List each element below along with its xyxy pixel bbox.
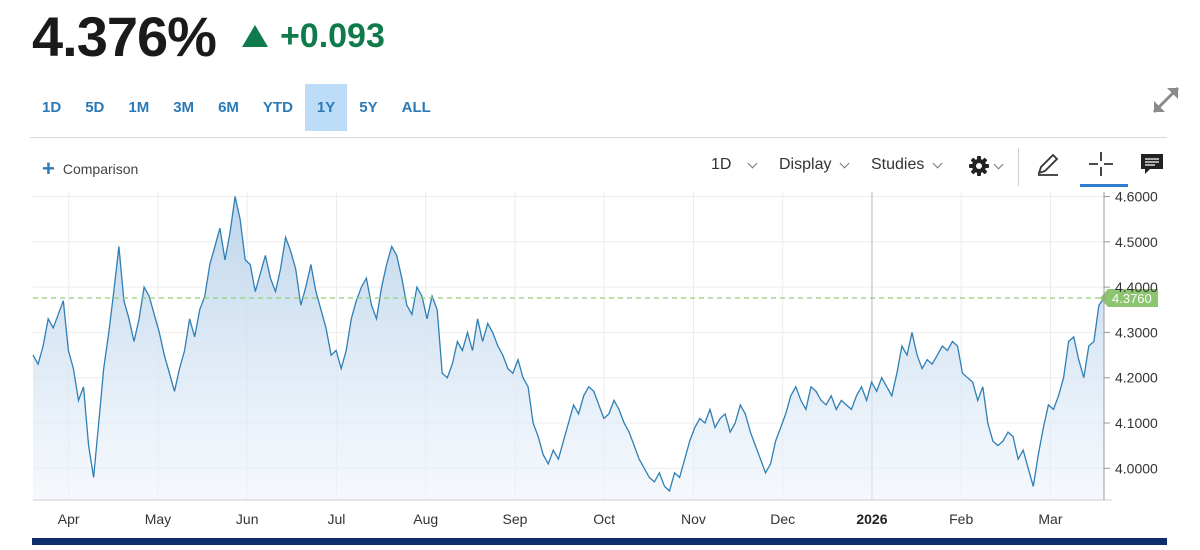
interval-label: 1D [711, 156, 732, 173]
yield-chart[interactable]: 4.3760 4.0000 4.1000 4.2000 4.3000 4.4000 4.5… [0, 190, 1200, 535]
studies-dropdown[interactable]: Studies [871, 156, 943, 174]
gear-icon [969, 156, 989, 176]
pencil-icon[interactable] [1034, 150, 1062, 178]
y-tick-label: 4.2000 [1115, 370, 1158, 386]
chevron-down-icon [993, 159, 1004, 169]
up-arrow-icon [241, 25, 268, 47]
range-tab-1m[interactable]: 1M [128, 99, 150, 116]
interval-dropdown[interactable]: 1D [711, 156, 758, 174]
x-tick-label: May [145, 511, 171, 527]
range-tab-ytd[interactable]: YTD [262, 99, 293, 116]
current-value-label: 4.3760 [1112, 291, 1152, 306]
range-tab-5y[interactable]: 5Y [359, 99, 378, 116]
x-tick-label: Nov [681, 511, 706, 527]
x-tick-label: Apr [58, 511, 80, 527]
studies-label: Studies [871, 156, 925, 173]
x-tick-label: Feb [949, 511, 973, 527]
expand-icon[interactable] [1150, 84, 1182, 116]
toolbar-divider [30, 137, 1167, 138]
x-tick-label: Mar [1038, 511, 1062, 527]
y-tick-label: 4.4000 [1115, 279, 1158, 295]
price-change-value: +0.093 [279, 16, 385, 55]
x-tick-label: Jun [236, 511, 259, 527]
plus-icon: + [42, 156, 55, 181]
range-tab-all[interactable]: ALL [401, 99, 431, 116]
x-tick-label: Aug [413, 511, 438, 527]
current-price: 4.376% [32, 4, 217, 68]
y-tick-label: 4.5000 [1115, 234, 1158, 250]
comparison-button[interactable]: + Comparison [42, 158, 138, 180]
range-tab-5d[interactable]: 5D [85, 99, 105, 116]
series-area [33, 196, 1104, 500]
current-value-badge [1100, 288, 1158, 307]
chevron-down-icon [748, 158, 758, 168]
y-tick-label: 4.0000 [1115, 460, 1158, 476]
display-dropdown[interactable]: Display [779, 156, 850, 174]
range-tab-1y[interactable]: 1Y [304, 84, 348, 131]
x-tick-label: Jul [327, 511, 345, 527]
chevron-down-icon [932, 158, 943, 168]
chevron-down-icon [840, 158, 850, 168]
crosshair-icon[interactable] [1087, 150, 1115, 178]
x-tick-label: Sep [502, 511, 527, 527]
display-label: Display [779, 156, 832, 173]
bottom-bar [32, 538, 1167, 545]
y-tick-label: 4.6000 [1115, 190, 1158, 205]
range-tab-1d[interactable]: 1D [42, 99, 62, 116]
y-tick-label: 4.1000 [1115, 415, 1158, 431]
price-change: +0.093 [241, 16, 385, 56]
range-tab-6m[interactable]: 6M [218, 99, 239, 116]
comment-icon[interactable] [1138, 150, 1166, 178]
x-tick-label: Dec [770, 511, 795, 527]
toolbar-separator [1018, 148, 1019, 186]
series-line [32, 196, 1105, 493]
settings-dropdown[interactable] [969, 156, 1004, 176]
comparison-label: Comparison [62, 161, 139, 177]
crosshair-active-indicator [1080, 184, 1128, 187]
x-tick-label: Oct [593, 511, 615, 527]
quote-header: 4.376% +0.093 [32, 0, 385, 72]
y-tick-label: 4.3000 [1115, 324, 1158, 340]
range-selector: 1D 5D 1M 3M 6M YTD 1Y 5Y ALL [30, 84, 443, 131]
range-tab-3m[interactable]: 3M [173, 99, 195, 116]
x-tick-label: 2026 [856, 511, 887, 527]
